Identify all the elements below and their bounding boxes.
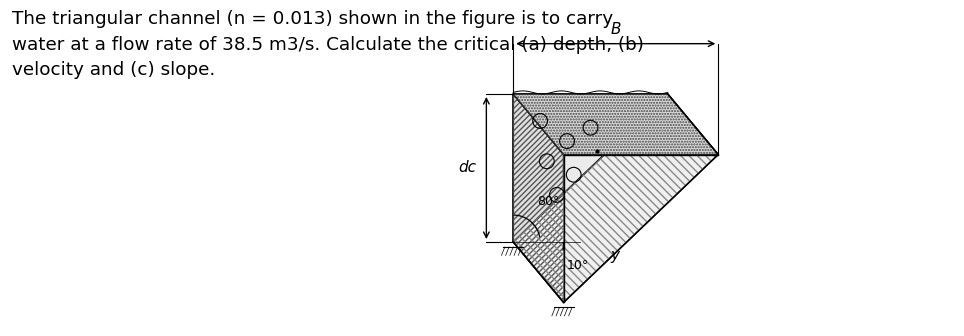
Polygon shape — [513, 94, 564, 302]
Polygon shape — [513, 94, 718, 155]
Polygon shape — [513, 94, 668, 242]
Polygon shape — [513, 94, 718, 302]
Text: B: B — [610, 22, 621, 37]
Text: 10°: 10° — [567, 259, 589, 272]
Text: 80°: 80° — [537, 195, 559, 208]
Text: y: y — [610, 248, 620, 263]
Text: dc: dc — [458, 161, 476, 175]
Text: The triangular channel (n = 0.013) shown in the figure is to carry
water at a fl: The triangular channel (n = 0.013) shown… — [12, 10, 644, 80]
